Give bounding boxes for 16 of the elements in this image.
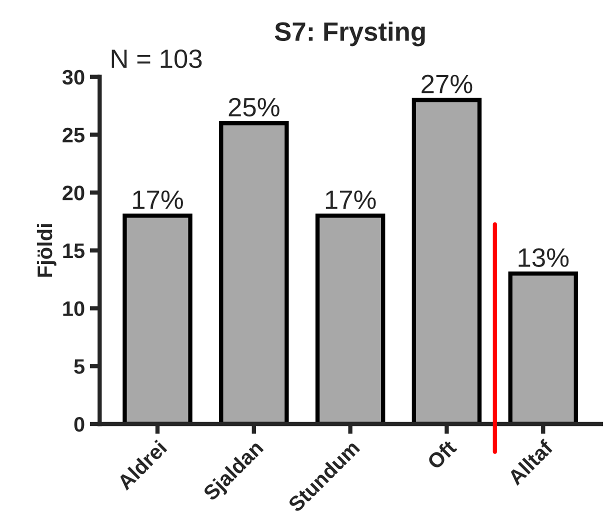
y-tick-label: 25 — [62, 128, 84, 142]
y-tick-label: 0 — [74, 417, 84, 432]
annotation: 13% — [518, 248, 569, 267]
y-tick-label: 5 — [74, 359, 84, 374]
y-tick-label: 30 — [62, 70, 84, 85]
annotation: 25% — [228, 98, 280, 117]
y-tick-label: 15 — [63, 244, 84, 258]
text: N = 103 — [112, 49, 202, 68]
annotation: 27% — [422, 74, 472, 94]
y-tick-label: 10 — [63, 301, 84, 316]
x-tick-label: Oft — [426, 438, 458, 470]
annotation: 17% — [133, 190, 183, 209]
chart-title: S7: Frysting — [274, 22, 425, 46]
annotation: 17% — [326, 190, 376, 209]
y-axis-title: Fjöldi — [36, 224, 56, 277]
y-tick-label: 20 — [62, 186, 84, 200]
